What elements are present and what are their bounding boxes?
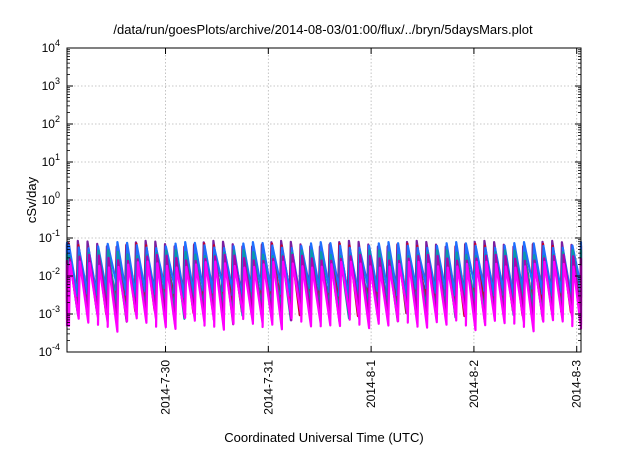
y-tick-exponent: -2 bbox=[52, 266, 60, 276]
x-tick-label: 2014-7-30 bbox=[159, 360, 173, 415]
y-tick-label: 10-3 bbox=[39, 304, 60, 321]
x-axis: 2014-7-30 2014-7-31 2014-8-1 2014-8-2 2014-8… bbox=[159, 48, 584, 415]
x-tick-label: 2014-8-2 bbox=[467, 360, 481, 408]
y-tick-exponent: 2 bbox=[55, 114, 60, 124]
y-tick-exponent: 4 bbox=[55, 38, 60, 48]
y-tick-exponent: -3 bbox=[52, 304, 60, 314]
y-tick-exponent: 1 bbox=[55, 152, 60, 162]
series-line bbox=[65, 260, 583, 333]
y-axis-label: cSv/day bbox=[24, 176, 39, 223]
y-tick-label: 103 bbox=[42, 76, 60, 93]
y-tick-label: 100 bbox=[42, 190, 60, 207]
x-tick-label: 2014-8-3 bbox=[570, 360, 584, 408]
series-group bbox=[65, 239, 583, 333]
y-tick-exponent: 3 bbox=[55, 76, 60, 86]
chart-title: /data/run/goesPlots/archive/2014-08-03/0… bbox=[113, 22, 533, 37]
y-tick-label: 104 bbox=[42, 38, 60, 55]
y-tick-label: 10-1 bbox=[39, 228, 60, 245]
y-tick-exponent: 0 bbox=[55, 190, 60, 200]
y-tick-exponent: -4 bbox=[52, 342, 60, 352]
x-tick-label: 2014-8-1 bbox=[364, 360, 378, 408]
y-tick-label: 10-2 bbox=[39, 266, 60, 283]
y-tick-label: 10-4 bbox=[39, 342, 60, 359]
x-axis-label: Coordinated Universal Time (UTC) bbox=[224, 430, 423, 445]
y-tick-exponent: -1 bbox=[52, 228, 60, 238]
y-tick-label: 102 bbox=[42, 114, 60, 131]
y-tick-label: 101 bbox=[42, 152, 60, 169]
x-tick-label: 2014-7-31 bbox=[261, 360, 275, 415]
